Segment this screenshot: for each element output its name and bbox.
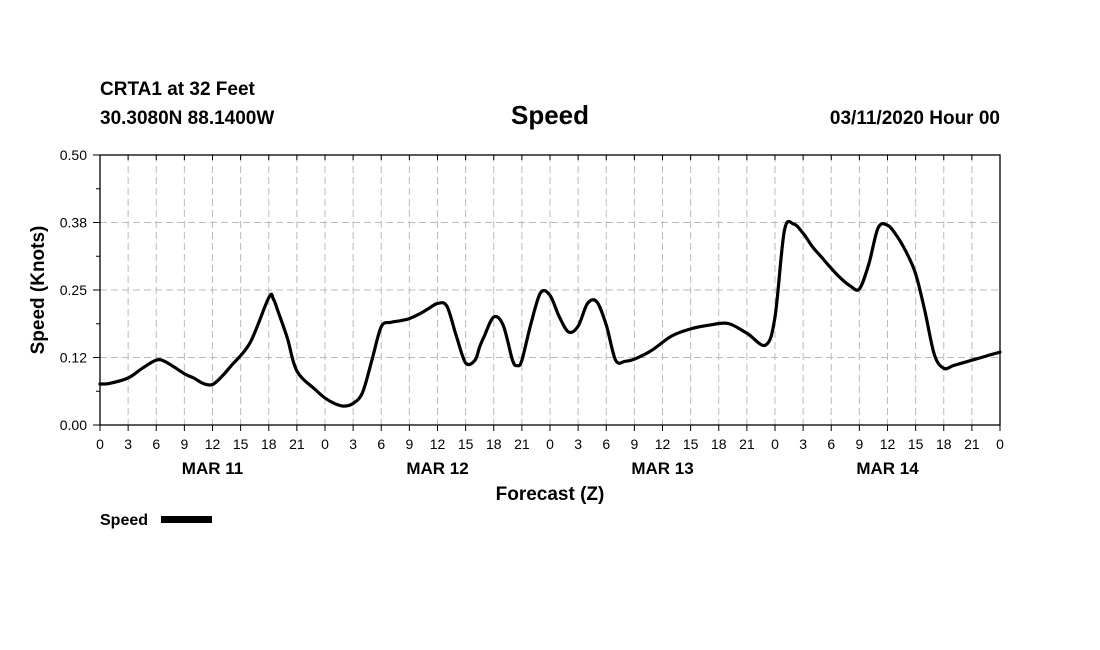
grid-lines [100,155,1000,425]
x-axis-title: Forecast (Z) [496,484,605,505]
x-tick-label: 3 [349,436,357,452]
x-tick-label: 0 [96,436,104,452]
series-layer [98,219,1002,408]
chart-title: Speed [511,100,589,130]
y-axis-ticks: 0.00 0.12 0.25 0.38 0.50 [60,147,100,433]
x-tick-label: 6 [827,436,835,452]
y-tick-label: 0.00 [60,417,87,433]
day-label: MAR 14 [856,459,919,478]
x-tick-label: 9 [630,436,638,452]
x-tick-label: 6 [377,436,385,452]
legend-label: Speed [100,512,148,529]
series-line-speed [98,219,1002,408]
day-label: MAR 11 [182,459,243,478]
x-tick-label: 18 [261,436,277,452]
x-tick-label: 3 [124,436,132,452]
run-label: 03/11/2020 Hour 00 [830,108,1000,129]
x-tick-label: 21 [514,436,530,452]
y-axis-title: Speed (Knots) [28,226,49,355]
x-tick-label: 15 [458,436,474,452]
x-tick-label: 6 [602,436,610,452]
x-tick-label: 21 [964,436,980,452]
x-tick-label: 12 [880,436,896,452]
x-tick-label: 21 [739,436,755,452]
x-tick-label: 0 [546,436,554,452]
x-axis-ticks: 0 3 6 9 12 15 18 21 0 3 6 9 12 15 18 21 0 3 6 9 12 15 18 21 0 3 6 9… [96,155,1004,452]
x-tick-label: 6 [152,436,160,452]
day-labels: MAR 11 MAR 12 MAR 13 MAR 14 [182,459,919,478]
x-tick-label: 18 [711,436,727,452]
y-tick-label: 0.12 [60,350,87,366]
day-label: MAR 13 [631,459,693,478]
x-tick-label: 18 [936,436,952,452]
station-label: CRTA1 at 32 Feet [100,79,256,100]
x-tick-label: 3 [574,436,582,452]
day-label: MAR 12 [406,459,468,478]
x-tick-label: 15 [233,436,249,452]
x-tick-label: 3 [799,436,807,452]
x-tick-label: 9 [855,436,863,452]
x-tick-label: 12 [430,436,446,452]
x-tick-label: 12 [205,436,221,452]
x-tick-label: 15 [908,436,924,452]
y-tick-label: 0.38 [60,215,87,231]
x-tick-label: 21 [289,436,305,452]
y-tick-label: 0.25 [60,282,87,298]
x-tick-label: 15 [683,436,699,452]
x-tick-label: 12 [655,436,671,452]
x-tick-label: 0 [996,436,1004,452]
x-tick-label: 9 [405,436,413,452]
plot-frame [99,154,1001,426]
location-label: 30.3080N 88.1400W [100,108,274,129]
x-tick-label: 0 [771,436,779,452]
legend-swatch [161,516,212,523]
y-tick-label: 0.50 [60,147,87,163]
x-tick-label: 18 [486,436,502,452]
x-tick-label: 9 [180,436,188,452]
x-tick-label: 0 [321,436,329,452]
